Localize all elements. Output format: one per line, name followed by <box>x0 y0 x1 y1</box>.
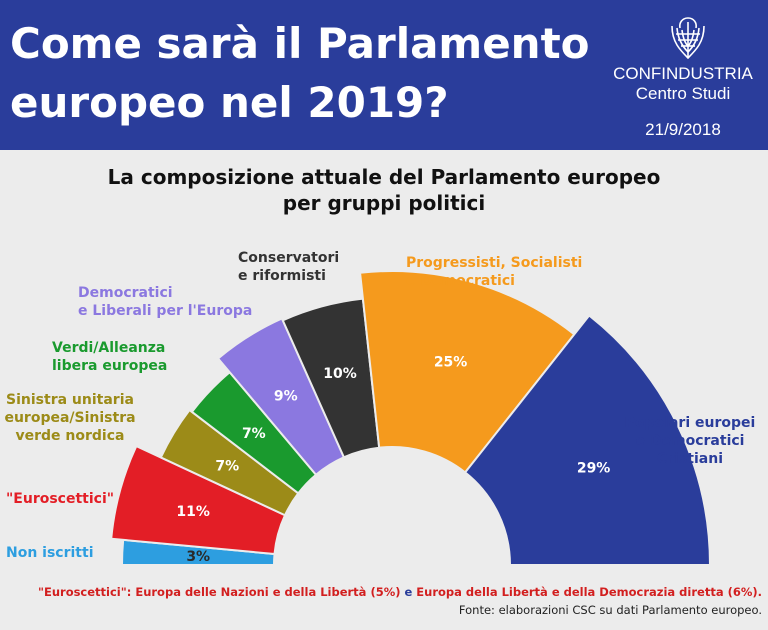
series-label-6: Progressisti, Socialisti e Democratici <box>406 255 582 289</box>
series-label-1: "Euroscettici" <box>6 491 114 507</box>
value-label-4: 9% <box>274 389 298 405</box>
slice-1 <box>110 444 287 556</box>
series-label-2: Sinistra unitaria europea/Sinistra verde n… <box>4 392 135 444</box>
header-banner: Come sarà il Parlamento europeo nel 2019… <box>0 0 768 150</box>
slice-6 <box>358 270 576 474</box>
value-label-1: 11% <box>176 504 210 520</box>
series-label-7: Popolari europei e Democratici Cristiani <box>625 415 756 467</box>
value-label-5: 10% <box>323 366 357 382</box>
series-label-3: Verdi/Alleanza libera europea <box>52 340 167 374</box>
confindustria-eagle-icon <box>671 17 705 60</box>
value-label-6: 25% <box>434 354 468 370</box>
footnote-source: Fonte: elaborazioni CSC su dati Parlamen… <box>458 603 762 617</box>
date-label: 21/9/2018 <box>645 120 721 139</box>
series-label-0: Non iscritti <box>6 545 94 561</box>
value-label-2: 7% <box>215 458 239 474</box>
value-label-3: 7% <box>242 426 266 442</box>
chart-title: La composizione attuale del Parlamento e… <box>107 165 661 215</box>
brand-subtitle: Centro Studi <box>635 84 731 103</box>
slice-4 <box>216 317 346 477</box>
series-label-5: Conservatori e riformisti <box>238 250 339 284</box>
page-title: Come sarà il Parlamento europeo nel 2019… <box>10 19 590 127</box>
brand-name: CONFINDUSTRIA <box>613 64 753 83</box>
value-label-0: 3% <box>186 549 210 565</box>
footnote-euroscettici: "Euroscettici": Europa delle Nazioni e d… <box>37 585 762 599</box>
series-label-4: Democratici e Liberali per l'Europa <box>78 285 252 319</box>
slice-7 <box>463 314 712 566</box>
value-label-7: 29% <box>577 460 611 476</box>
